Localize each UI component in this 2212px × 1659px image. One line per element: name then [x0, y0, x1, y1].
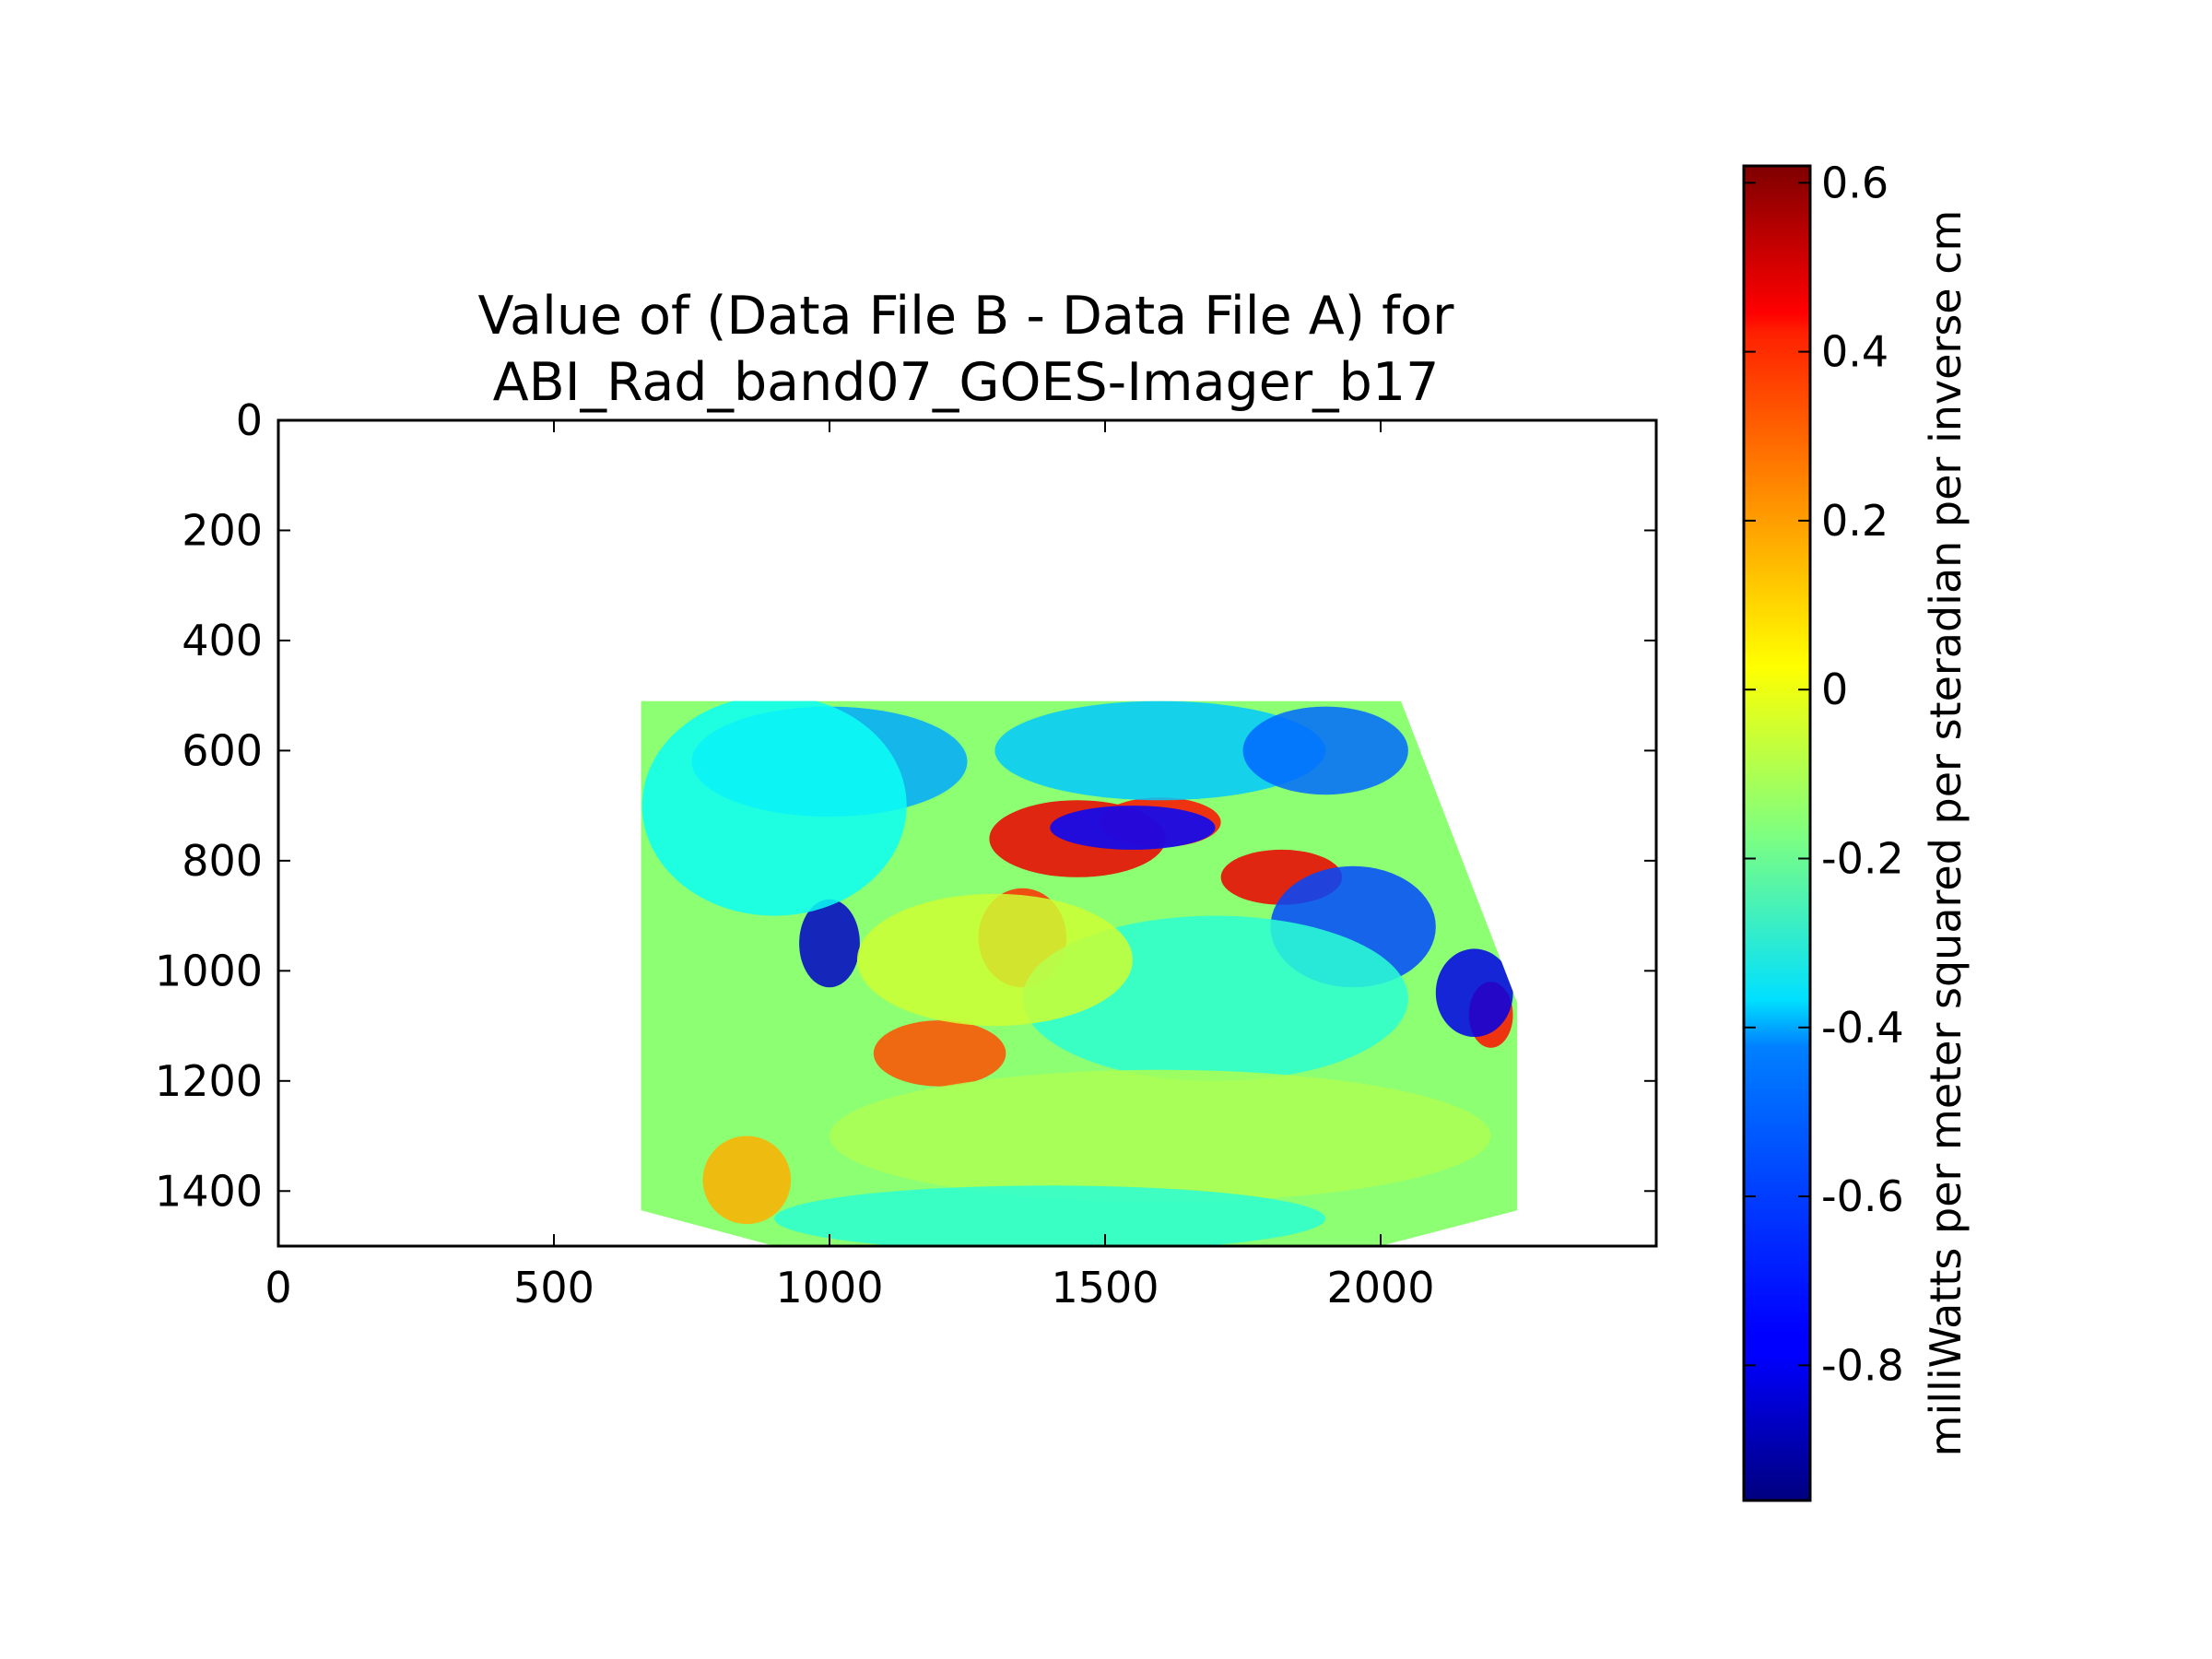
chart-title-line-2: ABI_Rad_band07_GOES-Imager_b17 [493, 352, 1440, 413]
colorbar-tick-label: 0 [1821, 665, 1848, 714]
colorbar-gradient [1742, 164, 1812, 1502]
x-tick-label: 1500 [1051, 1263, 1159, 1312]
colorbar: 0.6 0.4 0.2 0 -0.2 -0.4 -0.6 -0.8 milliWatts pe… [1742, 158, 1971, 1502]
heatmap-feature [799, 899, 860, 988]
colorbar-tick-label: 0.2 [1821, 496, 1888, 546]
heatmap-feature [1435, 948, 1513, 1037]
colorbar-ticks: 0.6 0.4 0.2 0 -0.2 -0.4 -0.6 -0.8 [1744, 158, 1904, 1390]
y-tick-label: 1000 [155, 946, 263, 995]
y-tick-label: 0 [236, 395, 263, 445]
heatmap-feature [830, 1069, 1491, 1203]
x-axis: 0 500 1000 1500 2000 [265, 420, 1435, 1312]
colorbar-label: milliWatts per meter squared per steradi… [1921, 210, 1971, 1457]
x-tick-label: 1000 [775, 1263, 883, 1312]
colorbar-tick-label: -0.4 [1821, 1003, 1904, 1053]
y-axis: 0 200 400 600 800 1000 1200 1400 [155, 395, 1656, 1216]
x-tick-label: 2000 [1326, 1263, 1434, 1312]
x-tick-label: 0 [265, 1263, 291, 1312]
y-tick-label: 600 [182, 725, 263, 775]
colorbar-tick-label: 0.4 [1821, 327, 1888, 377]
x-tick-label: 500 [513, 1263, 594, 1312]
colorbar-tick-label: -0.2 [1821, 833, 1904, 883]
colorbar-tick-label: 0.6 [1821, 158, 1888, 207]
y-tick-label: 200 [182, 505, 263, 555]
heatmap [641, 700, 1518, 1246]
heatmap-feature [873, 1020, 1006, 1087]
heatmap-feature [774, 1185, 1326, 1246]
heatmap-feature [1242, 706, 1408, 795]
heatmap-feature [994, 700, 1326, 801]
heatmap-feature [641, 700, 907, 916]
y-tick-label: 1400 [155, 1166, 263, 1216]
heatmap-feature [1050, 806, 1216, 850]
colorbar-tick-label: -0.6 [1821, 1171, 1904, 1221]
y-tick-label: 800 [182, 836, 263, 886]
chart-title-line-1: Value of (Data File B - Data File A) for [477, 286, 1454, 347]
y-tick-label: 1200 [155, 1056, 263, 1106]
colorbar-tick-label: -0.8 [1821, 1340, 1904, 1390]
plot-frame [276, 418, 1658, 1248]
heatmap-feature [856, 893, 1133, 1027]
heatmap-feature [702, 1135, 792, 1225]
y-tick-label: 400 [182, 616, 263, 665]
